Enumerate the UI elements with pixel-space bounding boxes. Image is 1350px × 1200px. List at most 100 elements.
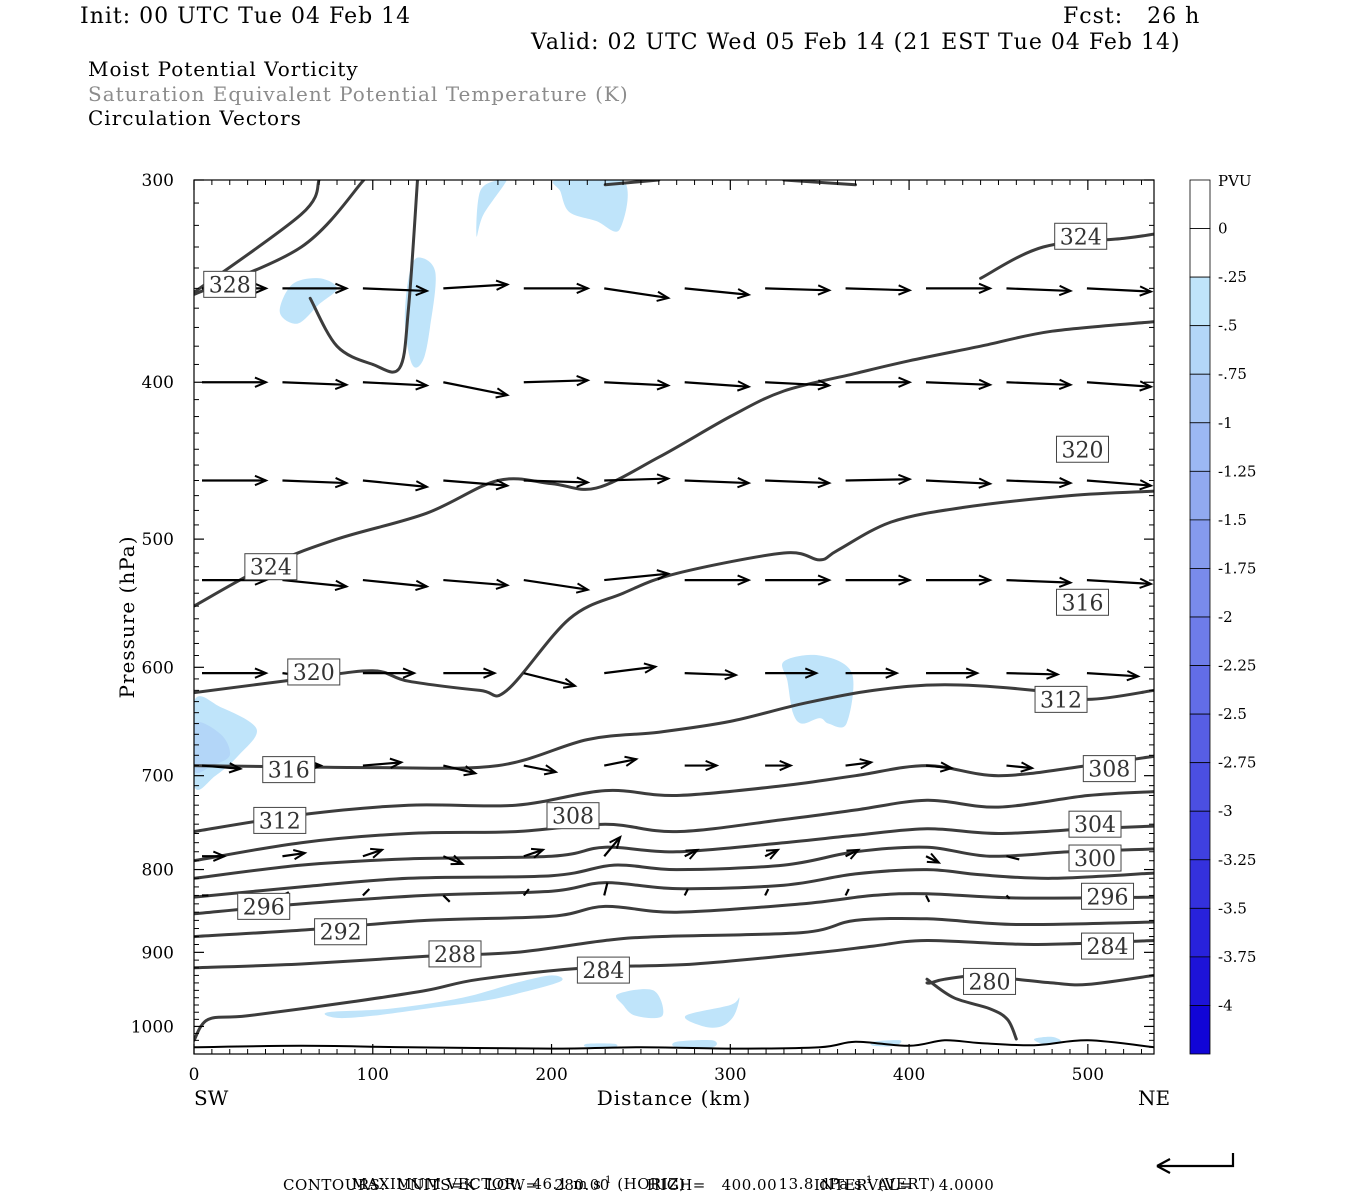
pv-shaded-region	[1033, 1036, 1062, 1044]
contour-label: 284	[576, 956, 630, 984]
y-axis-label: Pressure (hPa)	[115, 536, 139, 699]
theta-contour-300	[194, 824, 1154, 880]
pv-shaded-region	[324, 975, 563, 1019]
contour-label-text: 280	[969, 970, 1011, 995]
circulation-vector	[523, 476, 591, 488]
pv-shaded-region	[194, 721, 231, 774]
circulation-vector	[1006, 855, 1020, 861]
circulation-vector	[1005, 894, 1011, 900]
circulation-vector	[765, 284, 832, 296]
contour-label-text: 304	[1074, 813, 1116, 838]
circulation-vector	[362, 757, 404, 769]
circulation-vector	[1086, 670, 1141, 682]
circulation-vector	[604, 379, 671, 391]
contour-label-text: 324	[250, 556, 292, 581]
circulation-vector	[925, 852, 942, 864]
contour-label-text: 316	[1061, 591, 1103, 616]
circulation-vector	[362, 479, 430, 492]
colorbar-label: 0	[1218, 220, 1228, 238]
contour-label: 316	[1055, 588, 1109, 616]
max-vector-horiz-tag: (HORIZ)	[612, 1175, 686, 1193]
colorbar-label: -1	[1218, 414, 1233, 432]
circulation-vector	[684, 287, 752, 300]
contour-label: 300	[1068, 844, 1122, 872]
colorbar-label: -2.75	[1218, 754, 1256, 772]
circulation-vector	[764, 848, 781, 860]
pv-shaded-region	[672, 1039, 717, 1048]
circulation-vector	[1086, 285, 1154, 297]
colorbar-swatch	[1189, 470, 1211, 521]
contour-label-text: 296	[1087, 885, 1129, 910]
theta-contour-296	[194, 845, 1154, 899]
circulation-vector	[523, 847, 546, 859]
y-tick-label: 500	[142, 530, 174, 550]
circulation-vector	[202, 474, 269, 487]
field-title-pv: Moist Potential Vorticity	[88, 57, 359, 81]
valid-time: Valid: 02 UTC Wed 05 Feb 14 (21 EST Tue …	[531, 30, 1181, 55]
circulation-vector	[604, 755, 639, 767]
colorbar-label: -3.25	[1218, 851, 1256, 869]
contour-label: 280	[963, 967, 1017, 995]
circulation-vector	[684, 669, 739, 681]
circulation-vector	[683, 888, 689, 896]
circulation-vector	[684, 477, 752, 489]
circulation-vector	[282, 849, 308, 861]
circulation-vector	[765, 477, 832, 489]
theta-contour-288	[194, 916, 1154, 970]
circulation-vector	[282, 378, 350, 390]
circulation-vector	[926, 574, 993, 586]
circulation-vector	[603, 882, 609, 896]
circulation-vector	[443, 381, 510, 399]
x-tick-label: 100	[357, 1065, 389, 1085]
circulation-vector	[442, 894, 451, 903]
colorbar-label: -2	[1218, 608, 1233, 626]
circulation-vector	[604, 287, 671, 302]
circulation-vector	[845, 574, 913, 586]
contour-label: 328	[203, 270, 257, 298]
colorbar-label: -3.75	[1218, 948, 1256, 966]
contour-label-text: 308	[1088, 758, 1130, 783]
forecast-hour: Fcst: 26 h	[1063, 4, 1201, 29]
circulation-vector	[845, 758, 874, 770]
pv-shaded-region	[583, 1043, 618, 1048]
colorbar-swatch	[1189, 762, 1211, 812]
theta-contour-280	[925, 973, 1154, 987]
contour-label: 312	[1034, 685, 1088, 713]
pv-shaded-region	[476, 180, 507, 237]
reference-vector-icon	[1156, 1153, 1235, 1174]
theta-contour-296	[194, 868, 1154, 916]
pv-shaded-region	[279, 278, 337, 324]
y-tick-label: 400	[142, 373, 174, 393]
circulation-vector	[442, 854, 465, 866]
y-tick-label: 600	[142, 658, 174, 678]
y-tick-label: 300	[142, 171, 174, 191]
colorbar-label: -1.25	[1218, 462, 1256, 480]
contour-label: 324	[244, 553, 298, 581]
contour-label-text: 308	[552, 805, 594, 830]
contour-label: 308	[1082, 755, 1136, 783]
colorbar-label: -3.5	[1218, 899, 1247, 917]
circulation-vector	[604, 473, 671, 485]
colorbar-swatch	[1189, 665, 1211, 715]
y-tick-label: 700	[142, 767, 174, 787]
circulation-vector	[522, 888, 530, 897]
circulation-vector	[1006, 668, 1061, 680]
unit-exponent: -1	[601, 1175, 613, 1186]
colorbar-title: PVU	[1218, 172, 1252, 190]
pv-shaded-region	[684, 997, 740, 1028]
circulation-vector	[684, 759, 720, 772]
circulation-vector	[282, 282, 350, 294]
circulation-vector	[1006, 576, 1074, 588]
y-tick-label: 800	[142, 861, 174, 881]
field-title-theta: Saturation Equivalent Potential Temperat…	[88, 82, 629, 106]
circulation-vector	[1006, 284, 1074, 297]
circulation-vector	[202, 850, 227, 862]
contour-label: 320	[1055, 435, 1109, 463]
colorbar-swatch	[1189, 616, 1211, 666]
contour-label: 296	[237, 892, 291, 920]
x-tick-label: 300	[714, 1065, 746, 1085]
circulation-vector	[604, 662, 658, 675]
circulation-vector	[845, 473, 913, 486]
circulation-vector	[201, 762, 243, 774]
